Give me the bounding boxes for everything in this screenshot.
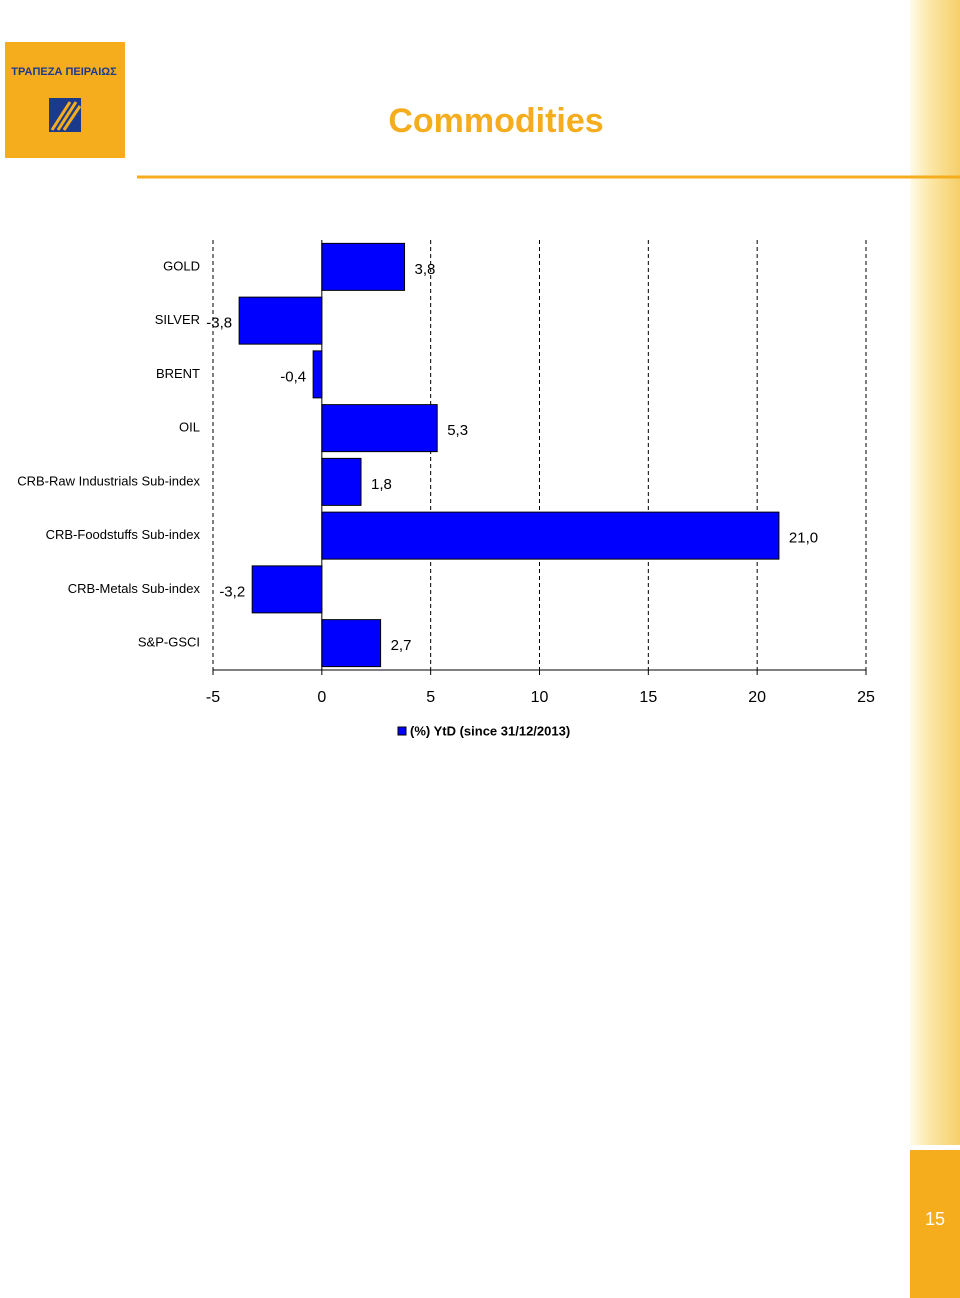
bar: [321, 404, 438, 453]
category-label: CRB-Foodstuffs Sub-index: [46, 527, 201, 542]
bar: [321, 511, 780, 560]
page-number: 15: [925, 1209, 945, 1229]
logo-icon: [49, 98, 82, 132]
bar: [312, 350, 323, 399]
side-strip: [910, 0, 960, 1145]
value-label: -0,4: [280, 368, 306, 385]
category-label: OIL: [179, 420, 200, 435]
legend-label: (%) YtD (since 31/12/2013): [410, 723, 570, 738]
x-tick-label: -5: [206, 689, 220, 706]
value-label: 21,0: [789, 530, 818, 547]
x-tick-label: 10: [531, 689, 549, 706]
bar: [321, 457, 362, 506]
bar: [321, 619, 382, 668]
category-label: SILVER: [155, 312, 200, 327]
value-label: 2,7: [391, 637, 412, 654]
value-label: -3,2: [219, 583, 245, 600]
bar: [251, 565, 323, 614]
category-label: CRB-Raw Industrials Sub-index: [17, 473, 200, 488]
x-tick-label: 5: [426, 689, 435, 706]
logo-text: ΤΡΑΠΕΖΑ ΠΕΙΡΑΙΩΣ: [11, 66, 117, 78]
category-label: CRB-Metals Sub-index: [68, 581, 201, 596]
chart: -5 0 5 10 15 20 25 GOLD 3,8 SILVER -3,8 BRENT -0,4 OI…: [17, 240, 875, 738]
x-tick-label: 0: [317, 689, 326, 706]
value-label: 3,8: [415, 261, 436, 278]
value-label: 5,3: [447, 422, 468, 439]
x-tick-label: 25: [857, 689, 875, 706]
bar: [238, 296, 323, 345]
legend-swatch: [397, 726, 407, 736]
bar: [321, 242, 406, 291]
category-label: BRENT: [156, 366, 200, 381]
title: Commodities: [388, 102, 603, 140]
value-label: -3,8: [206, 315, 232, 332]
category-label: S&P-GSCI: [138, 635, 200, 650]
value-label: 1,8: [371, 476, 392, 493]
category-label: GOLD: [163, 258, 200, 273]
x-tick-label: 15: [639, 689, 657, 706]
x-tick-label: 20: [748, 689, 766, 706]
page-box: [910, 1150, 960, 1298]
